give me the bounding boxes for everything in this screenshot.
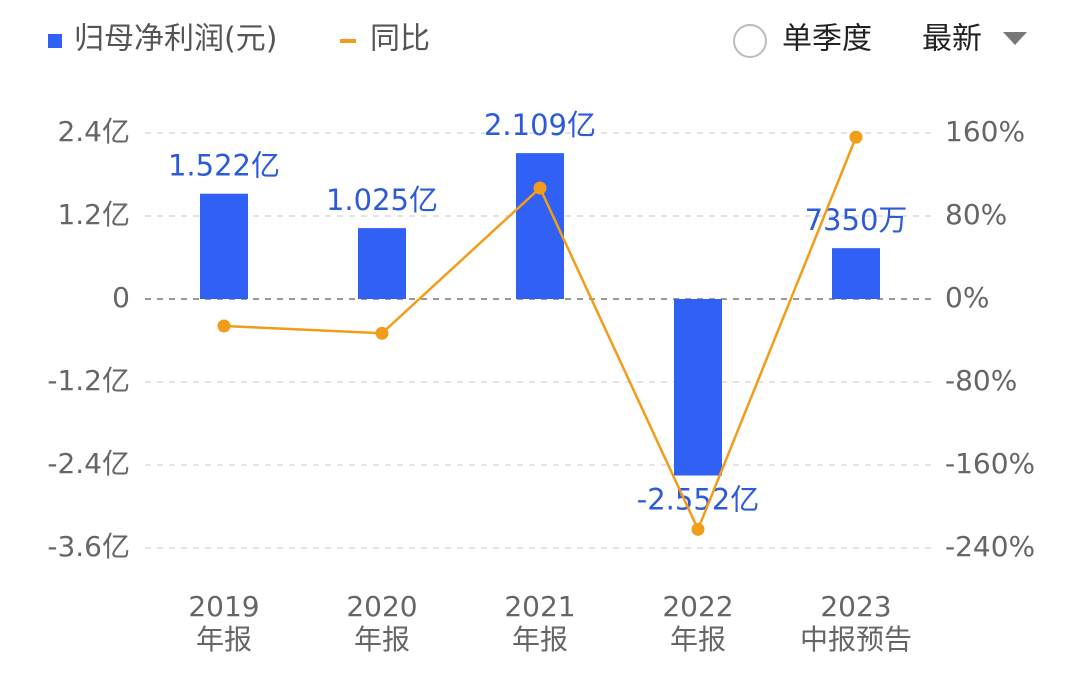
y2-tick-label: 160% (945, 115, 1025, 148)
data-label: 1.522亿 (168, 149, 280, 183)
data-label: 2.109亿 (484, 108, 596, 142)
y-tick-label: -2.4亿 (47, 447, 130, 480)
x-tick-label: 年报 (670, 623, 726, 656)
legend-label: 归母净利润(元) (74, 22, 277, 57)
bar (674, 299, 722, 476)
line-point (533, 181, 547, 195)
line-point (375, 326, 389, 340)
data-label: 7350万 (805, 203, 908, 237)
bar (358, 228, 406, 299)
y2-tick-label: 80% (945, 198, 1007, 231)
y2-tick-label: -80% (945, 364, 1017, 397)
legend-swatch (48, 34, 62, 48)
bar (200, 193, 248, 299)
single-quarter-toggle[interactable]: 单季度 (782, 22, 872, 57)
x-tick-label: 中报预告 (800, 623, 912, 656)
y2-tick-label: -240% (945, 530, 1035, 563)
x-tick-label: 2021 (504, 590, 575, 623)
y2-tick-label: 0% (945, 281, 989, 314)
legend-label: 同比 (370, 22, 430, 57)
y-tick-label: -3.6亿 (47, 530, 130, 563)
x-tick-label: 2020 (346, 590, 417, 623)
x-tick-label: 2019 (188, 590, 259, 623)
dropdown-arrow[interactable] (1003, 32, 1027, 45)
y-tick-label: 2.4亿 (57, 115, 130, 148)
latest-dropdown[interactable]: 最新 (922, 22, 982, 57)
x-tick-label: 年报 (196, 623, 252, 656)
radio-button[interactable] (733, 24, 767, 58)
bar (516, 153, 564, 299)
y2-tick-label: -160% (945, 447, 1035, 480)
y-tick-label: 0 (112, 281, 130, 314)
x-tick-label: 2022 (662, 590, 733, 623)
x-tick-label: 2023 (820, 590, 891, 623)
line-point (691, 522, 705, 536)
y-tick-label: 1.2亿 (57, 198, 130, 231)
line-point (849, 130, 863, 144)
bar (832, 248, 880, 299)
x-tick-label: 年报 (512, 623, 568, 656)
y-tick-label: -1.2亿 (47, 364, 130, 397)
line-point (217, 319, 231, 333)
data-label: 1.025亿 (326, 183, 438, 217)
x-tick-label: 年报 (354, 623, 410, 656)
data-label: -2.552亿 (637, 483, 760, 517)
